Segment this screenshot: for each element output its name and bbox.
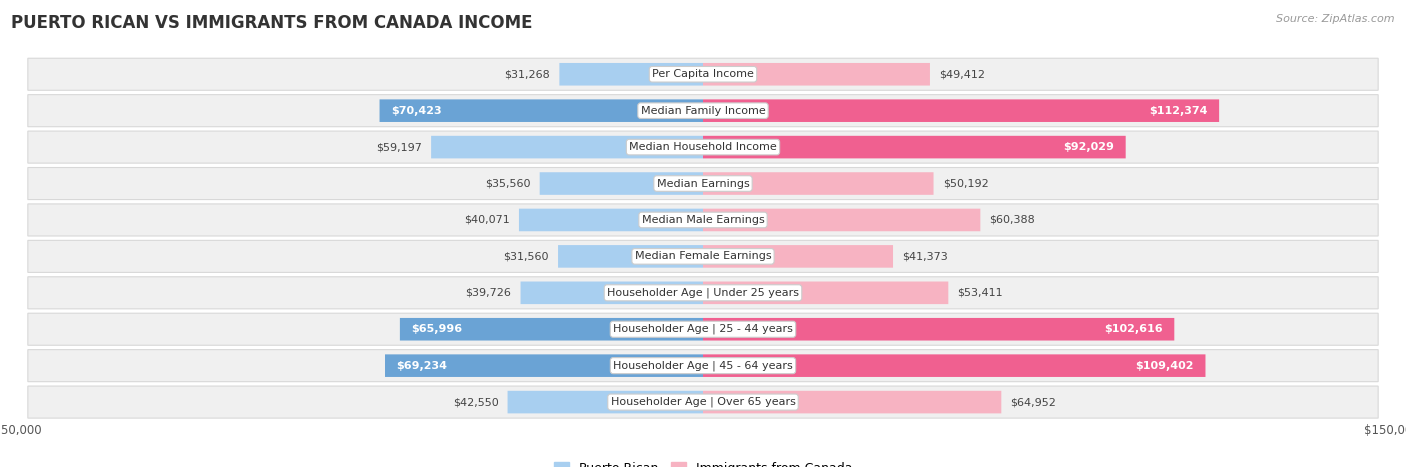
FancyBboxPatch shape — [28, 168, 1378, 199]
FancyBboxPatch shape — [508, 391, 703, 413]
FancyBboxPatch shape — [703, 63, 929, 85]
FancyBboxPatch shape — [520, 282, 703, 304]
Text: $50,192: $50,192 — [942, 178, 988, 189]
Text: $112,374: $112,374 — [1149, 106, 1208, 116]
Text: $109,402: $109,402 — [1136, 361, 1194, 371]
Text: Householder Age | 25 - 44 years: Householder Age | 25 - 44 years — [613, 324, 793, 334]
FancyBboxPatch shape — [703, 136, 1126, 158]
Text: $40,071: $40,071 — [464, 215, 510, 225]
FancyBboxPatch shape — [28, 241, 1378, 272]
Text: Householder Age | Over 65 years: Householder Age | Over 65 years — [610, 397, 796, 407]
Text: Median Family Income: Median Family Income — [641, 106, 765, 116]
Text: $31,560: $31,560 — [503, 251, 548, 262]
Text: Median Household Income: Median Household Income — [628, 142, 778, 152]
Text: $42,550: $42,550 — [453, 397, 498, 407]
Text: Median Earnings: Median Earnings — [657, 178, 749, 189]
FancyBboxPatch shape — [703, 245, 893, 268]
FancyBboxPatch shape — [399, 318, 703, 340]
FancyBboxPatch shape — [28, 131, 1378, 163]
Text: $31,268: $31,268 — [505, 69, 550, 79]
Text: Median Female Earnings: Median Female Earnings — [634, 251, 772, 262]
Text: Householder Age | Under 25 years: Householder Age | Under 25 years — [607, 288, 799, 298]
FancyBboxPatch shape — [28, 313, 1378, 345]
FancyBboxPatch shape — [560, 63, 703, 85]
Text: $70,423: $70,423 — [391, 106, 441, 116]
FancyBboxPatch shape — [432, 136, 703, 158]
Text: Householder Age | 45 - 64 years: Householder Age | 45 - 64 years — [613, 361, 793, 371]
FancyBboxPatch shape — [703, 354, 1205, 377]
Text: $41,373: $41,373 — [903, 251, 948, 262]
FancyBboxPatch shape — [28, 350, 1378, 382]
FancyBboxPatch shape — [703, 391, 1001, 413]
FancyBboxPatch shape — [703, 172, 934, 195]
Text: PUERTO RICAN VS IMMIGRANTS FROM CANADA INCOME: PUERTO RICAN VS IMMIGRANTS FROM CANADA I… — [11, 14, 533, 32]
FancyBboxPatch shape — [28, 386, 1378, 418]
Text: $69,234: $69,234 — [396, 361, 447, 371]
Text: $102,616: $102,616 — [1104, 324, 1163, 334]
FancyBboxPatch shape — [703, 209, 980, 231]
FancyBboxPatch shape — [385, 354, 703, 377]
FancyBboxPatch shape — [703, 282, 948, 304]
FancyBboxPatch shape — [28, 95, 1378, 127]
Text: $60,388: $60,388 — [990, 215, 1035, 225]
Text: $53,411: $53,411 — [957, 288, 1002, 298]
Legend: Puerto Rican, Immigrants from Canada: Puerto Rican, Immigrants from Canada — [548, 457, 858, 467]
Text: $64,952: $64,952 — [1011, 397, 1056, 407]
FancyBboxPatch shape — [558, 245, 703, 268]
Text: Source: ZipAtlas.com: Source: ZipAtlas.com — [1277, 14, 1395, 24]
FancyBboxPatch shape — [28, 58, 1378, 90]
FancyBboxPatch shape — [28, 204, 1378, 236]
FancyBboxPatch shape — [703, 318, 1174, 340]
Text: $39,726: $39,726 — [465, 288, 512, 298]
Text: Per Capita Income: Per Capita Income — [652, 69, 754, 79]
Text: $59,197: $59,197 — [375, 142, 422, 152]
Text: $92,029: $92,029 — [1063, 142, 1114, 152]
FancyBboxPatch shape — [380, 99, 703, 122]
FancyBboxPatch shape — [540, 172, 703, 195]
Text: $35,560: $35,560 — [485, 178, 530, 189]
Text: Median Male Earnings: Median Male Earnings — [641, 215, 765, 225]
Text: $65,996: $65,996 — [412, 324, 463, 334]
FancyBboxPatch shape — [519, 209, 703, 231]
FancyBboxPatch shape — [28, 277, 1378, 309]
Text: $49,412: $49,412 — [939, 69, 986, 79]
FancyBboxPatch shape — [703, 99, 1219, 122]
